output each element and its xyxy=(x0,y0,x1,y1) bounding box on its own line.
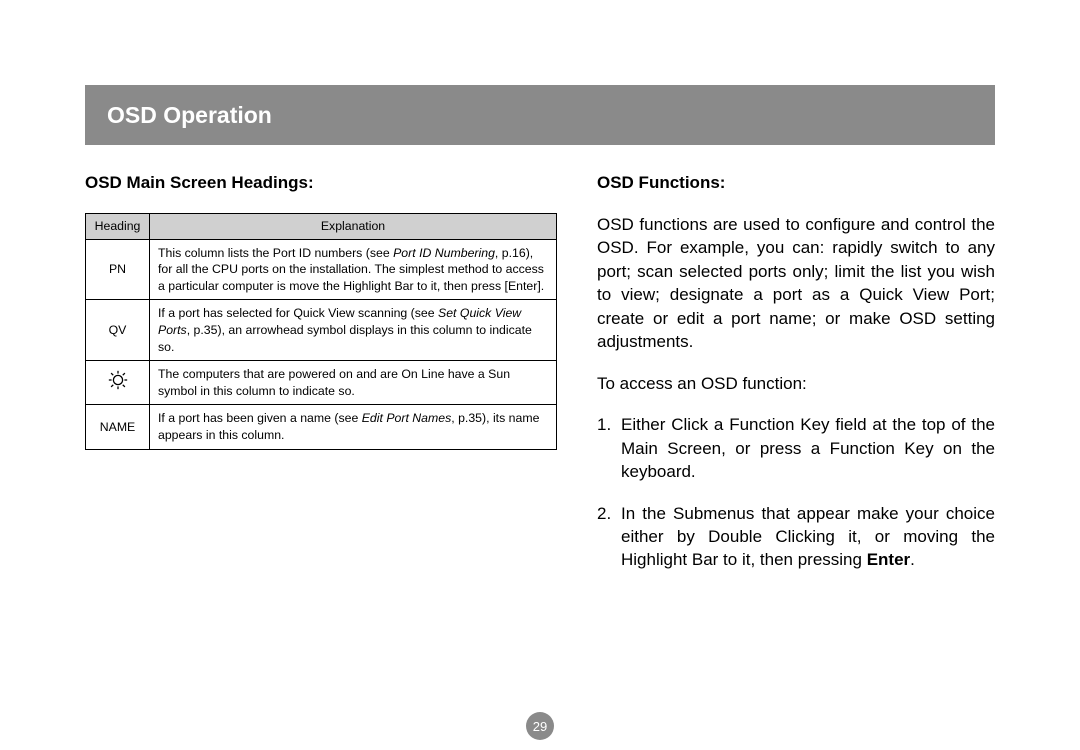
text: If a port has selected for Quick View sc… xyxy=(158,306,438,320)
right-column: OSD Functions: OSD functions are used to… xyxy=(597,173,995,590)
col-header-heading: Heading xyxy=(86,214,150,240)
col-header-explanation: Explanation xyxy=(150,214,557,240)
explanation-cell-qv: If a port has selected for Quick View sc… xyxy=(150,300,557,361)
steps-list: Either Click a Function Key field at the… xyxy=(597,413,995,572)
chapter-title: OSD Operation xyxy=(107,102,272,129)
right-section-title: OSD Functions: xyxy=(597,173,995,193)
table-row: PN This column lists the Port ID numbers… xyxy=(86,239,557,300)
step-item: Either Click a Function Key field at the… xyxy=(597,413,995,483)
left-section-title: OSD Main Screen Headings: xyxy=(85,173,557,193)
sun-icon xyxy=(107,369,129,396)
text: In the Submenus that appear make your ch… xyxy=(621,504,995,570)
table-row: NAME If a port has been given a name (se… xyxy=(86,405,557,449)
left-column: OSD Main Screen Headings: Heading Explan… xyxy=(85,173,557,590)
heading-cell-pn: PN xyxy=(86,239,150,300)
heading-cell-sun xyxy=(86,361,150,405)
chapter-header-band: OSD Operation xyxy=(85,85,995,145)
table-header-row: Heading Explanation xyxy=(86,214,557,240)
text: . xyxy=(910,550,915,569)
table-row: The computers that are powered on and ar… xyxy=(86,361,557,405)
text: , p.35), an arrowhead symbol displays in… xyxy=(158,323,532,354)
step-item: In the Submenus that appear make your ch… xyxy=(597,502,995,572)
page: OSD Operation OSD Main Screen Headings: … xyxy=(0,0,1080,750)
access-line: To access an OSD function: xyxy=(597,372,995,395)
text: This column lists the Port ID numbers (s… xyxy=(158,246,393,260)
headings-table: Heading Explanation PN This column lists… xyxy=(85,213,557,450)
explanation-cell-name: If a port has been given a name (see Edi… xyxy=(150,405,557,449)
table-row: QV If a port has selected for Quick View… xyxy=(86,300,557,361)
italic-ref: Edit Port Names xyxy=(362,411,452,425)
heading-cell-name: NAME xyxy=(86,405,150,449)
italic-ref: Port ID Numbering xyxy=(393,246,495,260)
text: If a port has been given a name (see xyxy=(158,411,362,425)
explanation-cell-sun: The computers that are powered on and ar… xyxy=(150,361,557,405)
bold-key: Enter xyxy=(867,550,910,569)
explanation-cell-pn: This column lists the Port ID numbers (s… xyxy=(150,239,557,300)
intro-paragraph: OSD functions are used to configure and … xyxy=(597,213,995,354)
two-column-layout: OSD Main Screen Headings: Heading Explan… xyxy=(85,173,995,590)
heading-cell-qv: QV xyxy=(86,300,150,361)
page-number-badge: 29 xyxy=(526,712,554,740)
